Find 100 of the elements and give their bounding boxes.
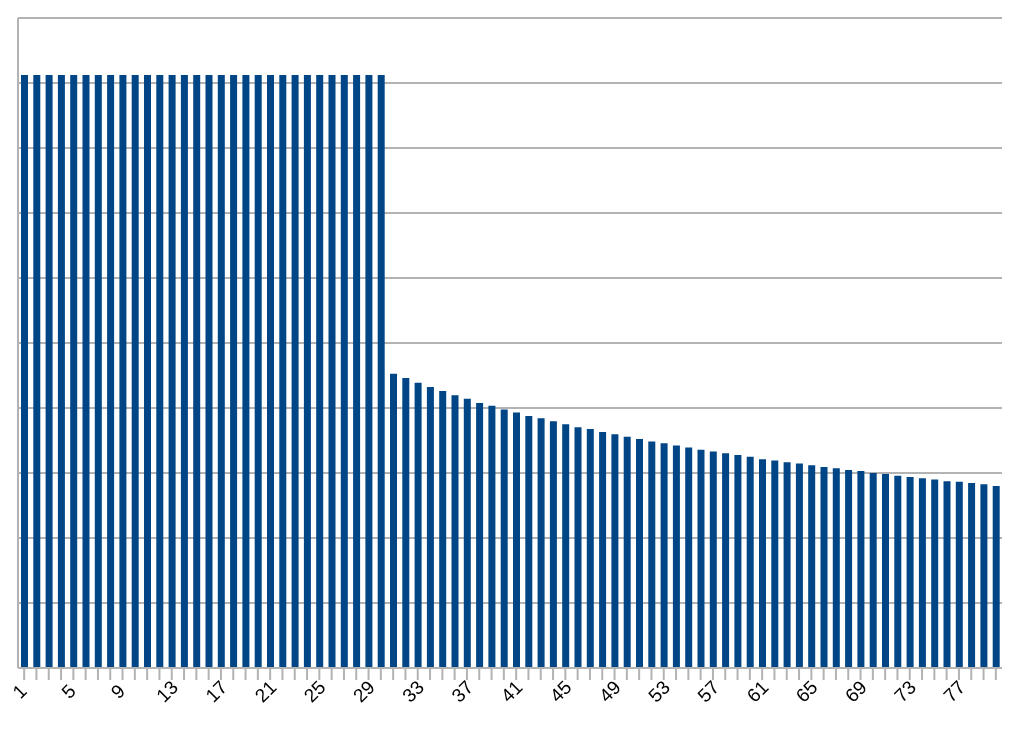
x-tick-label: 57 — [693, 676, 724, 707]
x-tick-label: 21 — [250, 676, 281, 707]
bar — [955, 481, 963, 668]
bar — [586, 428, 594, 668]
bar — [267, 74, 274, 668]
x-tick-label: 61 — [742, 676, 773, 707]
x-tick-label: 77 — [939, 676, 970, 707]
bar — [685, 447, 693, 668]
bar — [746, 456, 754, 668]
bar — [574, 427, 582, 668]
bar — [230, 74, 238, 668]
bar — [648, 441, 656, 668]
bar — [328, 74, 336, 668]
bar — [45, 74, 53, 668]
bar — [426, 386, 434, 668]
x-tick-label: 13 — [152, 676, 183, 707]
bar — [968, 482, 976, 668]
bar — [918, 478, 926, 668]
bar — [353, 74, 361, 668]
bar — [513, 412, 520, 668]
x-tick-label: 9 — [106, 680, 130, 703]
bar — [291, 74, 299, 668]
x-tick-label: 41 — [496, 676, 527, 707]
x-tick-label: 1 — [8, 680, 31, 703]
x-tick-label: 65 — [791, 676, 822, 707]
bar — [759, 459, 766, 668]
bar — [451, 395, 459, 668]
bar — [57, 74, 65, 668]
x-tick-label: 17 — [201, 676, 232, 707]
bar — [832, 468, 840, 668]
x-tick-label: 5 — [57, 680, 80, 703]
bar — [808, 465, 816, 668]
bar — [107, 74, 115, 668]
x-tick-label: 33 — [398, 676, 429, 707]
x-tick-label: 45 — [545, 676, 576, 707]
bar — [771, 460, 779, 668]
bar — [906, 477, 914, 668]
bar — [180, 74, 188, 668]
bar — [193, 74, 201, 668]
bar — [119, 74, 127, 668]
bar — [623, 436, 631, 668]
bar — [734, 455, 742, 668]
x-tick-label: 25 — [299, 676, 330, 707]
bar — [279, 74, 287, 668]
bar — [144, 74, 151, 668]
bar — [795, 463, 803, 668]
bar — [697, 449, 705, 668]
bar — [377, 74, 385, 668]
bar — [943, 481, 951, 668]
bar — [463, 398, 471, 668]
bar — [636, 439, 643, 668]
bar — [242, 74, 250, 668]
bar — [414, 382, 422, 668]
bar — [131, 74, 139, 668]
bar — [82, 74, 90, 668]
bar — [156, 74, 164, 668]
bar — [722, 453, 730, 668]
bar — [365, 74, 373, 668]
bar — [340, 74, 348, 668]
bar — [549, 421, 557, 668]
bar — [303, 74, 311, 668]
bar — [611, 434, 619, 668]
bar — [845, 469, 853, 668]
x-tick-label: 69 — [841, 676, 871, 707]
bar — [882, 474, 889, 668]
bar — [70, 74, 78, 668]
bar — [33, 74, 41, 668]
bar — [820, 466, 828, 668]
bar — [537, 418, 545, 668]
bar — [205, 74, 213, 668]
bar — [783, 462, 791, 668]
bar — [168, 74, 176, 668]
bar — [390, 373, 397, 668]
bar — [562, 424, 570, 668]
bar — [488, 405, 496, 668]
bar — [857, 471, 865, 668]
bar — [402, 377, 410, 668]
bar — [500, 409, 508, 668]
bar — [439, 391, 447, 668]
bar — [869, 472, 877, 668]
bar — [21, 74, 28, 668]
bar — [894, 475, 902, 668]
bar — [476, 402, 484, 668]
x-tick-label: 53 — [644, 676, 675, 707]
bar — [709, 451, 717, 668]
bar — [525, 415, 533, 668]
bar — [992, 485, 1000, 668]
bar — [660, 443, 668, 668]
x-tick-label: 37 — [447, 676, 478, 707]
bar — [931, 479, 939, 668]
bar — [316, 74, 324, 668]
bar — [980, 484, 988, 668]
bar — [94, 74, 102, 668]
x-tick-label: 49 — [595, 676, 625, 707]
x-tick-label: 73 — [890, 676, 921, 707]
bar — [254, 74, 262, 668]
bar — [599, 431, 607, 668]
bar — [217, 74, 225, 668]
bar — [672, 445, 680, 668]
x-tick-label: 29 — [349, 676, 379, 707]
